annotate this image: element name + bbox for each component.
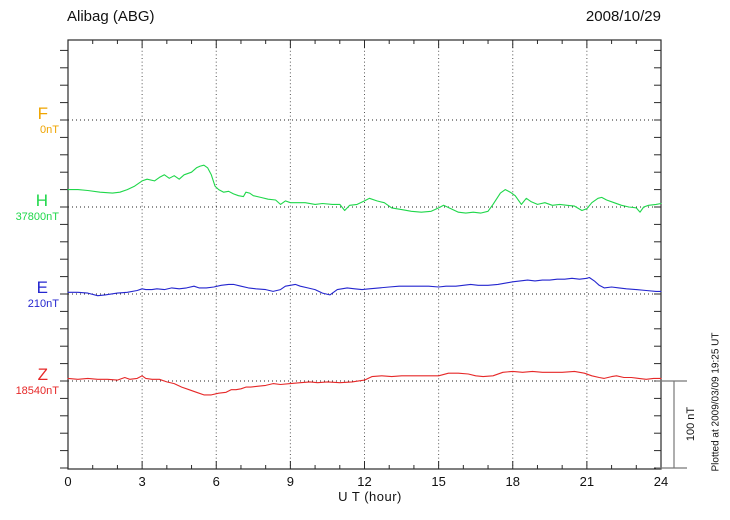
x-tick-label-0: 0 [64,474,72,489]
plotted-at-note: Plotted at 2009/03/09 19:25 UT [710,332,722,472]
x-tick-label-6: 6 [212,474,220,489]
component-baseline-value-Z: 18540nT [15,385,59,397]
component-label-F: F [37,104,48,123]
x-tick-label-18: 18 [505,474,520,489]
trace-E [67,276,662,297]
x-tick-label-12: 12 [357,474,372,489]
x-tick-label-9: 9 [286,474,294,489]
component-baseline-value-H: 37800nT [15,211,59,223]
trace-Z [67,370,662,396]
x-tick-label-3: 3 [138,474,146,489]
component-label-Z: Z [37,365,48,384]
x-axis-label: U T (hour) [338,489,402,504]
component-baseline-value-E: 210nT [27,298,59,310]
x-tick-label-24: 24 [653,474,669,489]
station-title: Alibag (ABG) [67,8,155,25]
scale-bar-label: 100 nT [685,406,697,442]
trace-H [67,164,662,214]
plot-date: 2008/10/29 [585,8,661,25]
component-label-E: E [36,278,48,297]
x-tick-label-15: 15 [431,474,446,489]
x-tick-label-21: 21 [579,474,595,489]
component-baseline-value-F: 0nT [40,124,59,136]
plot-frame [67,39,662,470]
component-label-H: H [35,191,48,210]
